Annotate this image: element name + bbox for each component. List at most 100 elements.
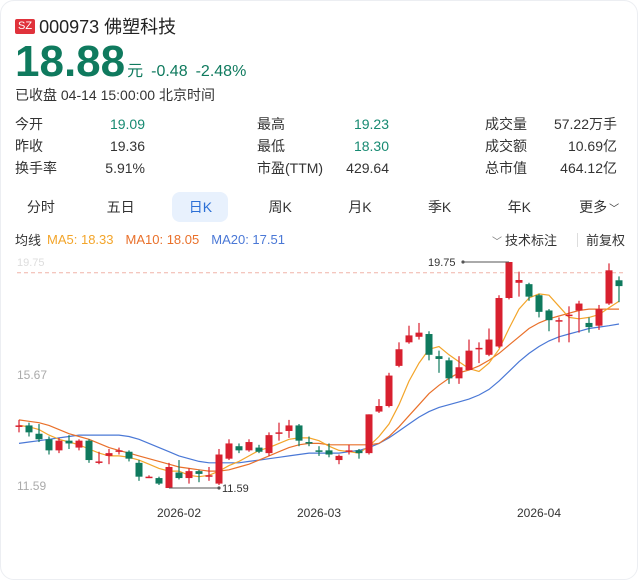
- price-row: 18.88 元 -0.48 -2.48%: [15, 39, 246, 85]
- min-annotation-dot: [217, 486, 221, 490]
- candle-body: [25, 425, 33, 433]
- ma20-value: MA20: 17.51: [211, 232, 285, 247]
- candle-body: [265, 435, 273, 454]
- stats-row: 昨收 19.36 最低 18.30 成交额 10.69亿: [15, 135, 625, 157]
- stat-label-pe: 市盈(TTM): [257, 160, 324, 176]
- x-tick-label: 2026-04: [517, 506, 561, 520]
- candle-body: [285, 425, 293, 431]
- candle-body: [255, 447, 263, 452]
- stat-value-prev-close: 19.36: [109, 138, 145, 154]
- candle-body: [435, 356, 443, 359]
- x-tick-label: 2026-02: [157, 506, 201, 520]
- stat-label-high: 最高: [257, 116, 285, 132]
- market-status: 已收盘 04-14 15:00:00 北京时间: [15, 87, 215, 103]
- candle-body: [375, 406, 383, 412]
- divider: [576, 232, 578, 247]
- candle-body: [315, 450, 323, 452]
- candle-body: [115, 450, 123, 452]
- chart-tools: ﹀ 技术标注 前复权: [492, 230, 625, 249]
- stats-row: 换手率 5.91% 市盈(TTM) 429.64 总市值 464.12亿: [15, 157, 625, 179]
- tab-weekly-k[interactable]: 周K: [268, 199, 292, 215]
- candle-body: [585, 322, 593, 328]
- candle-body: [15, 425, 23, 427]
- stat-value-turnover-amount: 10.69亿: [567, 138, 617, 154]
- candle-body: [465, 350, 473, 371]
- candle-body: [485, 339, 493, 355]
- candle-body: [575, 303, 583, 311]
- stat-value-volume: 57.22万手: [553, 116, 617, 132]
- ma-label: 均线: [15, 233, 42, 248]
- ma20-line: [18, 323, 620, 464]
- candle-body: [145, 476, 153, 479]
- candle-body: [395, 349, 403, 366]
- stock-title-row: SZ 000973 佛塑科技: [15, 13, 176, 39]
- stat-label-market-cap: 总市值: [485, 160, 527, 176]
- y-tick-label: 19.75: [17, 257, 45, 269]
- adjust-mode-button[interactable]: 前复权: [585, 233, 625, 248]
- candle-body: [615, 280, 623, 287]
- ma-legend-row: 均线 MA5: 18.33 MA10: 18.05 MA20: 17.51 ﹀ 技…: [15, 230, 625, 249]
- stat-label-open: 今开: [15, 116, 43, 132]
- candle-body: [415, 332, 423, 337]
- ma10-value: MA10: 18.05: [125, 232, 200, 247]
- stat-value-low: 18.30: [353, 138, 389, 154]
- candlestick-chart[interactable]: 19.75 15.67 11.59 19.75 11.59 2026-02 2026-03 2…: [1, 251, 638, 531]
- candle-body: [355, 450, 363, 454]
- chevron-down-icon: ﹀: [609, 204, 620, 215]
- tab-more[interactable]: 更多 ﹀: [559, 192, 638, 222]
- candle-body: [305, 442, 313, 444]
- tech-annotation-toggle[interactable]: ﹀ 技术标注: [492, 230, 569, 249]
- candle-body: [335, 455, 343, 461]
- tab-intraday[interactable]: 分时: [26, 199, 55, 215]
- candle-body: [365, 414, 373, 454]
- price-unit: 元: [127, 63, 144, 80]
- candle-body: [195, 471, 203, 474]
- period-tabs: 分时 五日 日K 周K 月K 季K 年K 更多 ﹀: [1, 192, 638, 222]
- candle-body: [45, 439, 53, 451]
- candle-body: [445, 360, 453, 379]
- candle-body: [555, 320, 563, 322]
- tab-five-day[interactable]: 五日: [106, 199, 135, 215]
- stat-label-prev-close: 昨收: [15, 138, 43, 154]
- min-annotation-label: 11.59: [222, 483, 249, 495]
- stock-title[interactable]: 000973 佛塑科技: [39, 17, 177, 37]
- market-badge: SZ: [15, 18, 36, 34]
- candle-body: [595, 309, 603, 326]
- stats-row: 今开 19.09 最高 19.23 成交量 57.22万手: [15, 113, 625, 135]
- candle-body: [385, 375, 393, 407]
- candle-body: [55, 440, 63, 451]
- candle-body: [85, 440, 93, 461]
- candle-body: [95, 461, 103, 463]
- stat-value-open: 19.09: [109, 116, 145, 132]
- candle-body: [405, 335, 413, 343]
- candle-body: [545, 310, 553, 321]
- max-annotation-label: 19.75: [428, 257, 456, 269]
- stat-value-pe: 429.64: [346, 160, 389, 176]
- candle-body: [155, 478, 163, 484]
- candle-body: [185, 471, 193, 479]
- candle-body: [215, 454, 223, 484]
- candle-body: [565, 314, 573, 317]
- price-change: -0.48: [151, 63, 188, 80]
- candle-body: [605, 270, 613, 304]
- candle-body: [345, 450, 353, 452]
- candle-body: [455, 367, 463, 379]
- candle-body: [75, 440, 83, 448]
- candle-body: [525, 284, 533, 297]
- candle-body: [475, 347, 483, 350]
- candle-body: [175, 472, 183, 479]
- candle-body: [65, 440, 73, 444]
- tab-daily-k[interactable]: 日K: [172, 192, 229, 222]
- tab-more-label: 更多: [579, 199, 608, 215]
- candle-body: [225, 443, 233, 459]
- candle-body: [35, 433, 43, 440]
- tab-quarterly-k[interactable]: 季K: [427, 199, 452, 215]
- candle-body: [505, 262, 513, 299]
- y-tick-label: 11.59: [17, 479, 46, 493]
- stats-grid: 今开 19.09 最高 19.23 成交量 57.22万手 昨收 19.36 最…: [15, 113, 625, 179]
- stat-value-market-cap: 464.12亿: [560, 160, 617, 176]
- tab-yearly-k[interactable]: 年K: [507, 199, 532, 215]
- tab-monthly-k[interactable]: 月K: [348, 199, 372, 215]
- y-tick-label: 15.67: [17, 368, 47, 382]
